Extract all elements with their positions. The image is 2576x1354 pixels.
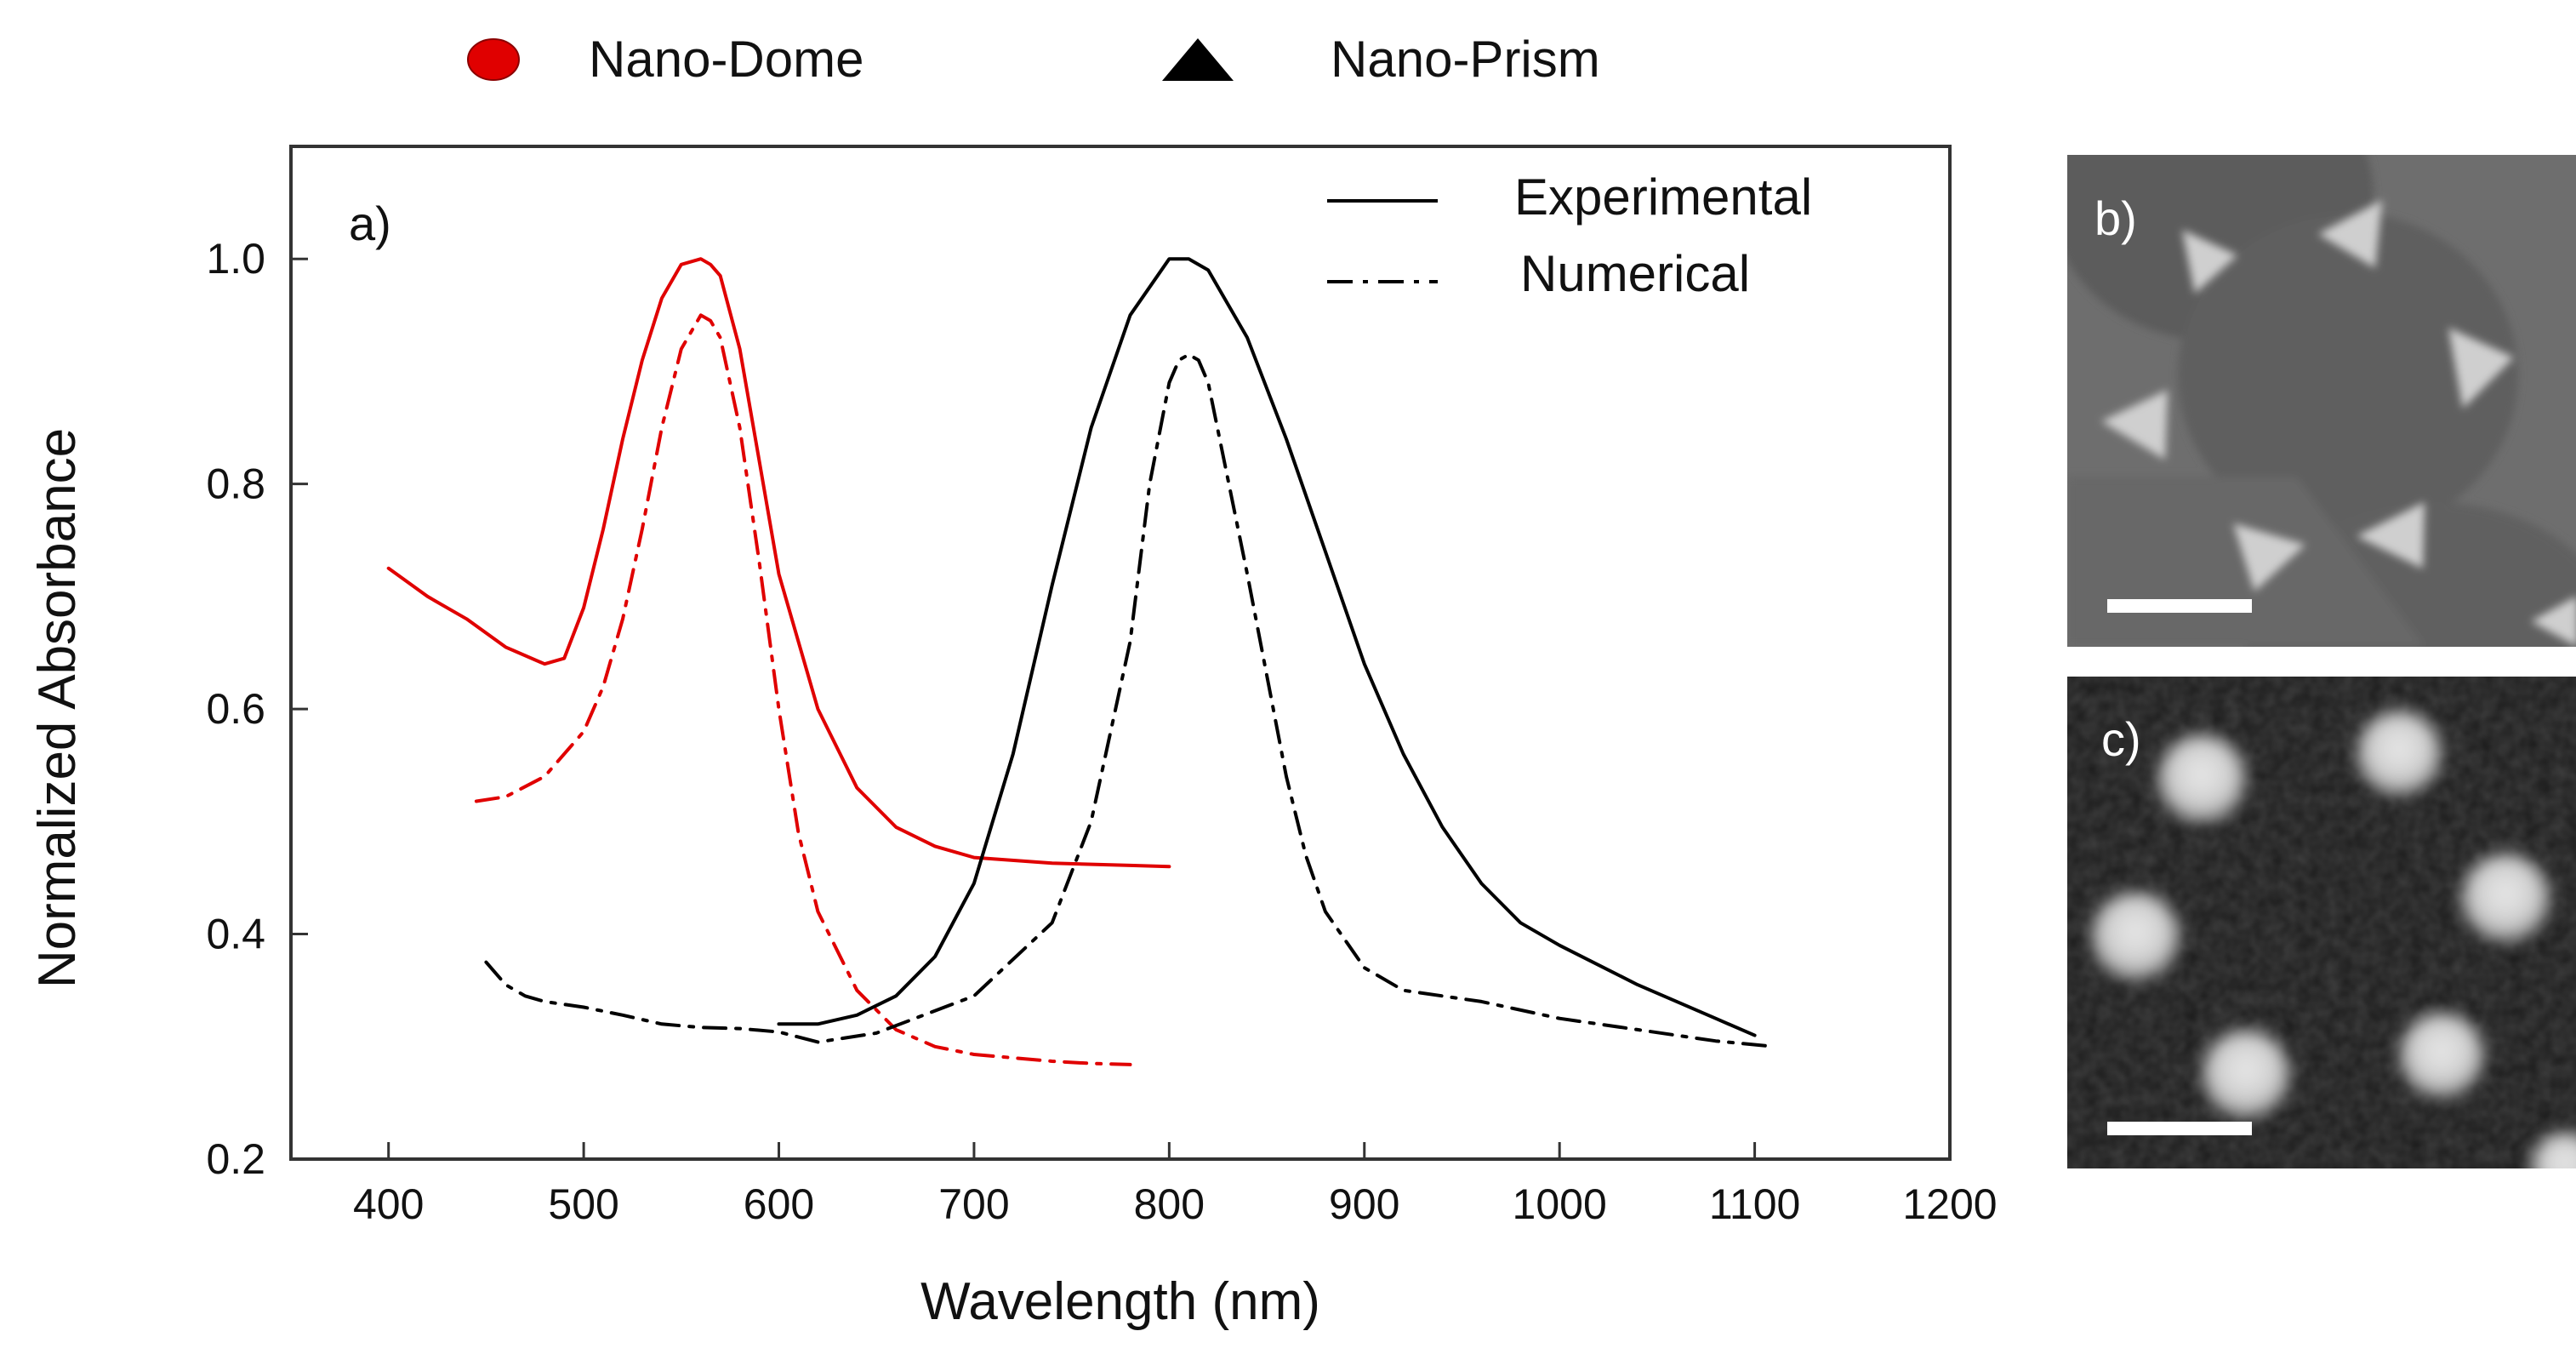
series-line-nano-prism-experimental <box>777 257 1757 1037</box>
legend-numerical-label: Numerical <box>1520 245 1750 302</box>
x-tick-label: 700 <box>938 1180 1009 1228</box>
panel-c-dome-micrograph <box>2067 677 2576 1168</box>
y-tick-label: 0.4 <box>206 911 265 958</box>
scale-bar-c <box>2107 1122 2252 1135</box>
series-layer <box>386 257 1776 1066</box>
panel-b-prism-micrograph <box>2067 155 2576 647</box>
panel-label-a: a) <box>349 197 391 250</box>
x-tick-label: 900 <box>1329 1180 1399 1228</box>
panel-label-b: b) <box>2094 191 2137 245</box>
x-tick-label: 400 <box>353 1180 424 1228</box>
x-axis-ticks: 400 500 600 700 800 900 1000 1100 1200 <box>353 1142 1998 1228</box>
y-axis-ticks: 0.2 0.4 0.6 0.8 1.0 <box>206 235 308 1183</box>
series-line-nano-prism-numerical <box>484 352 1776 1048</box>
panel-label-c: c) <box>2101 712 2141 766</box>
x-tick-label: 1100 <box>1709 1180 1801 1228</box>
x-axis-label: Wavelength (nm) <box>920 1272 1320 1331</box>
y-tick-label: 0.6 <box>206 685 265 733</box>
x-tick-label: 1000 <box>1513 1180 1607 1228</box>
series-line-nano-dome-numerical <box>474 313 1132 1066</box>
top-legend: Nano-Dome Nano-Prism <box>467 31 1600 88</box>
series-line-nano-dome-experimental <box>386 257 1171 869</box>
nano-dome-legend-label: Nano-Dome <box>589 31 863 88</box>
nano-prism-legend-label: Nano-Prism <box>1331 31 1600 88</box>
y-tick-label: 0.8 <box>206 460 265 508</box>
scale-bar-b <box>2107 599 2252 613</box>
nano-prism-marker-icon <box>1162 38 1234 81</box>
x-tick-label: 500 <box>548 1180 618 1228</box>
legend-experimental-label: Experimental <box>1514 169 1812 226</box>
y-axis-label: Normalized Absorbance <box>28 428 87 988</box>
series-legend: Experimental Numerical <box>1327 169 1812 302</box>
y-tick-label: 1.0 <box>206 235 265 283</box>
x-tick-label: 600 <box>744 1180 814 1228</box>
plot-frame <box>289 145 1952 1161</box>
x-tick-label: 1200 <box>1902 1180 1997 1228</box>
x-tick-label: 800 <box>1134 1180 1205 1228</box>
absorbance-chart: 400 500 600 700 800 900 1000 1100 1200 0.2 0.4 0.6… <box>28 145 1998 1331</box>
y-tick-label: 0.2 <box>206 1135 265 1183</box>
nano-dome-marker-icon <box>467 38 520 81</box>
